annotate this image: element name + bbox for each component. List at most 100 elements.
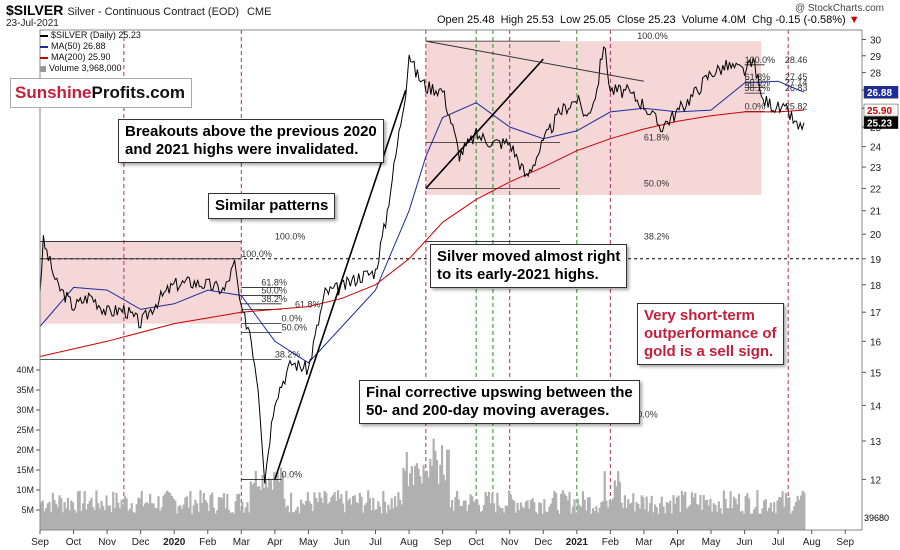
x-tick-label: 2020	[163, 537, 186, 548]
volume-bar	[454, 496, 457, 530]
volume-bar	[652, 512, 655, 530]
volume-bar	[144, 503, 147, 530]
fib-level-label: 100.0%	[241, 249, 272, 259]
volume-bar	[801, 490, 804, 530]
volume-bar	[623, 495, 626, 530]
volume-bar	[595, 506, 598, 530]
volume-bar	[76, 491, 80, 530]
volume-bar	[575, 512, 578, 530]
legend-ma200: MA(200) 25.90	[40, 52, 141, 63]
volume-bar	[360, 496, 363, 530]
volume-bar	[305, 501, 308, 530]
volume-bar	[100, 500, 103, 530]
volume-bar	[331, 495, 335, 530]
volume-bar	[689, 504, 692, 530]
volume-bar	[306, 492, 309, 530]
x-tick-label: Sep	[31, 537, 49, 548]
volume-bar	[326, 504, 330, 530]
volume-bar	[518, 510, 521, 530]
legend-volume: Volume 3,968,000	[40, 63, 141, 74]
volume-bar	[202, 493, 205, 530]
volume-bar	[60, 498, 63, 530]
volume-bar	[469, 494, 472, 530]
volume-bar	[625, 507, 628, 530]
volume-bar	[90, 497, 93, 530]
x-tick-label: Nov	[98, 537, 116, 548]
volume-bar	[442, 474, 445, 530]
volume-bar	[627, 499, 630, 530]
volume-bar	[164, 493, 167, 530]
volume-bar	[268, 478, 271, 530]
volume-last-label: 39680	[864, 513, 889, 523]
volume-bar	[167, 491, 170, 530]
y-tick-label: 22	[870, 184, 882, 195]
volume-bar	[774, 513, 777, 530]
volume-bar	[521, 506, 524, 530]
x-tick-label: Apr	[267, 537, 283, 548]
volume-bar	[660, 496, 663, 530]
x-tick-label: Oct	[468, 537, 484, 548]
volume-bar	[226, 494, 229, 530]
volume-bar	[251, 484, 254, 530]
volume-bar	[242, 512, 246, 530]
volume-bar	[357, 503, 360, 530]
volume-bar	[387, 504, 390, 530]
x-tick-label: May	[299, 537, 318, 548]
volume-bar	[301, 503, 304, 530]
volume-bar	[217, 497, 221, 530]
volume-bar	[586, 497, 590, 530]
volume-bar	[509, 494, 512, 530]
volume-bar	[155, 508, 158, 530]
volume-bar	[410, 465, 413, 530]
volume-bar	[336, 490, 340, 530]
volume-bar	[799, 495, 803, 530]
volume-bar	[732, 496, 736, 530]
high-value: 25.53	[526, 14, 554, 26]
volume-bar	[484, 491, 487, 530]
volume-bar	[68, 510, 71, 530]
volume-bar	[415, 463, 418, 530]
volume-bar	[591, 508, 595, 530]
volume-bar	[508, 490, 511, 530]
x-tick-label: Jul	[772, 537, 785, 548]
volume-bar	[457, 499, 460, 530]
volume-bar	[724, 499, 727, 530]
low-label: Low	[559, 14, 581, 26]
volume-bar	[266, 487, 269, 530]
volume-bar	[407, 486, 410, 530]
volume-bar	[764, 499, 767, 530]
plot-frame	[39, 29, 863, 531]
volume-bar	[315, 498, 318, 530]
volume-bar	[531, 498, 534, 530]
x-tick-label: Feb	[199, 537, 217, 548]
volume-bar	[613, 480, 616, 530]
callout-breakouts-line2: and 2021 highs were invalidated.	[125, 141, 359, 158]
volume-bar	[405, 452, 408, 530]
volume-bar	[662, 506, 665, 530]
volume-bar	[746, 493, 749, 530]
x-tick-label: Sep	[434, 537, 452, 548]
fib-level-label: 38.2%	[275, 350, 301, 360]
fib-level-label: 0.0%	[745, 102, 766, 112]
volume-bar	[86, 503, 90, 530]
volume-bar	[687, 506, 690, 530]
stockcharts-watermark: @ StockCharts.com	[794, 3, 884, 14]
price-label-ma50-text: 26.88	[867, 88, 892, 99]
volume-bar	[570, 513, 573, 530]
volume-bar	[145, 502, 148, 530]
volume-bar	[511, 499, 514, 530]
volume-bar	[561, 490, 564, 530]
volume-bar	[504, 505, 507, 530]
volume-bar	[779, 497, 782, 530]
volume-bar	[236, 494, 239, 530]
volume-bar	[479, 511, 482, 530]
x-tick-label: Dec	[132, 537, 150, 548]
volume-bar	[40, 502, 43, 530]
volume-bar	[620, 502, 623, 530]
volume-bar	[432, 438, 435, 530]
volume-bar	[197, 511, 200, 530]
volume-bar	[380, 513, 383, 530]
volume-bar	[194, 499, 197, 530]
volume-bar	[293, 512, 296, 530]
volume-bar	[784, 492, 788, 530]
